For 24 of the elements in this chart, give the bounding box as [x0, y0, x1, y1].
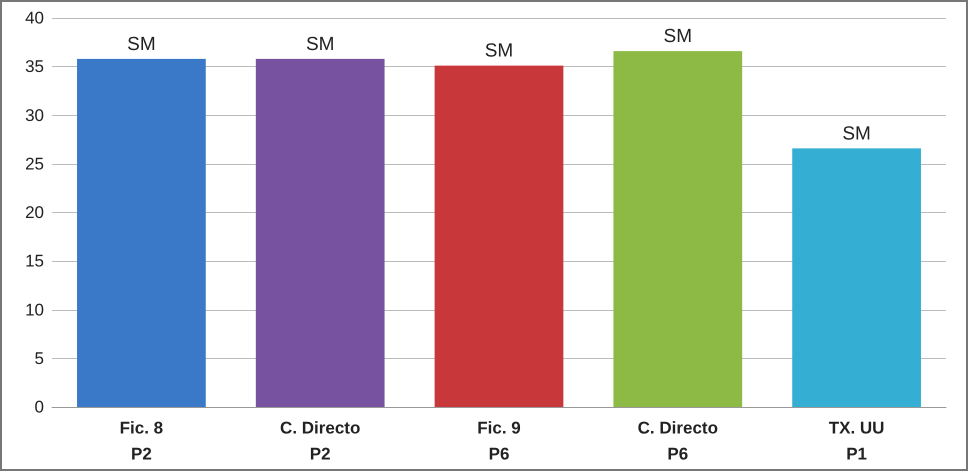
data-label: SM — [484, 40, 514, 62]
x-tick-label: Fic. 9 P6 — [477, 418, 521, 464]
x-tick-label: TX. UU P1 — [828, 418, 884, 464]
data-label: SM — [127, 34, 156, 55]
bar — [613, 51, 742, 407]
y-tick-label: 20 — [25, 203, 44, 222]
bar — [434, 66, 564, 407]
y-tick-label: 35 — [25, 57, 44, 76]
x-tick-label: C. Directo P6 — [638, 418, 718, 464]
y-tick-label: 5 — [34, 348, 44, 368]
x-tick-label: Fic. 8 P2 — [120, 418, 164, 464]
data-label: SM — [306, 34, 334, 55]
data-label: SM — [842, 123, 871, 144]
y-tick-label: 10 — [25, 300, 44, 320]
bar — [256, 58, 385, 407]
data-label: SM — [664, 26, 692, 48]
y-tick-label: 0 — [34, 398, 44, 416]
y-tick-label: 15 — [25, 252, 44, 271]
x-tick-label: C. Directo P2 — [280, 418, 360, 464]
bar — [77, 58, 206, 407]
bar — [792, 148, 921, 407]
y-tick-label: 25 — [25, 154, 44, 174]
y-tick-label: 40 — [25, 8, 44, 28]
y-tick-label: 30 — [25, 106, 44, 125]
